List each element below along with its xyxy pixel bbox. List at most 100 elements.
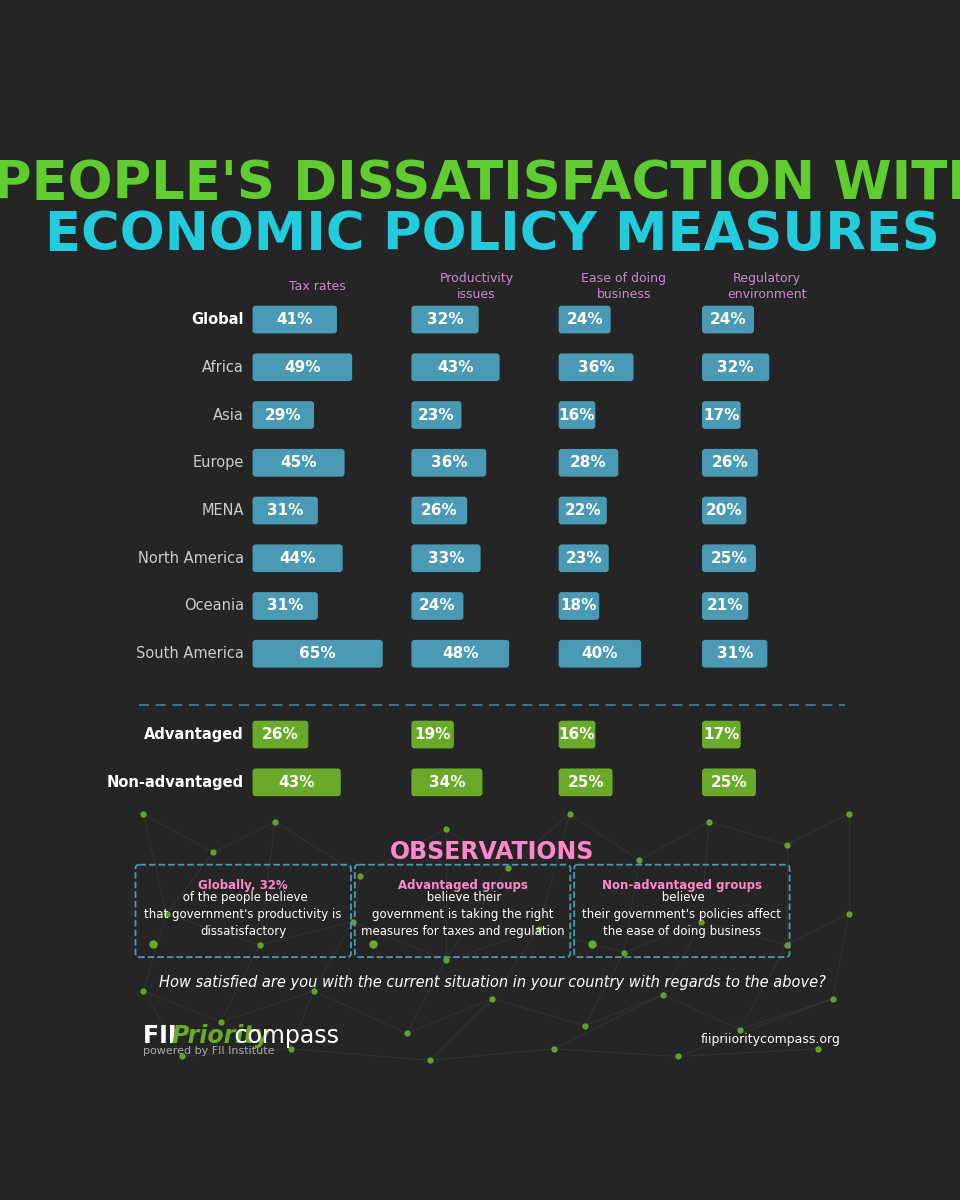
Text: 48%: 48% bbox=[442, 647, 478, 661]
Text: Asia: Asia bbox=[213, 408, 244, 422]
FancyBboxPatch shape bbox=[412, 354, 499, 382]
FancyBboxPatch shape bbox=[252, 449, 345, 476]
FancyBboxPatch shape bbox=[559, 354, 634, 382]
Text: 32%: 32% bbox=[426, 312, 464, 328]
Text: 24%: 24% bbox=[420, 599, 456, 613]
FancyBboxPatch shape bbox=[412, 592, 464, 620]
FancyBboxPatch shape bbox=[559, 497, 607, 524]
Text: 32%: 32% bbox=[717, 360, 754, 374]
Text: 31%: 31% bbox=[716, 647, 753, 661]
FancyBboxPatch shape bbox=[559, 306, 611, 334]
Text: 44%: 44% bbox=[279, 551, 316, 565]
Text: 16%: 16% bbox=[559, 727, 595, 742]
Text: MENA: MENA bbox=[202, 503, 244, 518]
FancyBboxPatch shape bbox=[702, 592, 748, 620]
FancyBboxPatch shape bbox=[702, 354, 769, 382]
Text: 17%: 17% bbox=[703, 408, 739, 422]
FancyBboxPatch shape bbox=[252, 768, 341, 796]
FancyBboxPatch shape bbox=[252, 306, 337, 334]
Text: 31%: 31% bbox=[267, 503, 303, 518]
Text: 16%: 16% bbox=[559, 408, 595, 422]
FancyBboxPatch shape bbox=[702, 721, 741, 749]
FancyBboxPatch shape bbox=[252, 497, 318, 524]
FancyBboxPatch shape bbox=[702, 768, 756, 796]
Text: 34%: 34% bbox=[429, 775, 466, 790]
Text: 31%: 31% bbox=[267, 599, 303, 613]
Text: 33%: 33% bbox=[428, 551, 465, 565]
Text: 24%: 24% bbox=[709, 312, 746, 328]
FancyBboxPatch shape bbox=[559, 721, 595, 749]
Text: 19%: 19% bbox=[415, 727, 451, 742]
Text: 45%: 45% bbox=[280, 455, 317, 470]
FancyBboxPatch shape bbox=[559, 545, 609, 572]
Text: Globally, 32%: Globally, 32% bbox=[199, 880, 288, 893]
Text: 17%: 17% bbox=[703, 727, 739, 742]
Text: 65%: 65% bbox=[300, 647, 336, 661]
FancyBboxPatch shape bbox=[702, 401, 741, 428]
Text: OBSERVATIONS: OBSERVATIONS bbox=[390, 840, 594, 864]
Text: Non-advantaged: Non-advantaged bbox=[107, 775, 244, 790]
Text: Ease of doing
business: Ease of doing business bbox=[581, 272, 666, 301]
Text: 18%: 18% bbox=[561, 599, 597, 613]
FancyBboxPatch shape bbox=[252, 354, 352, 382]
FancyBboxPatch shape bbox=[252, 721, 308, 749]
Text: 49%: 49% bbox=[284, 360, 321, 374]
Text: 21%: 21% bbox=[707, 599, 743, 613]
Text: 41%: 41% bbox=[276, 312, 313, 328]
FancyBboxPatch shape bbox=[252, 592, 318, 620]
FancyBboxPatch shape bbox=[559, 640, 641, 667]
FancyBboxPatch shape bbox=[412, 640, 509, 667]
Text: 26%: 26% bbox=[262, 727, 299, 742]
Text: 24%: 24% bbox=[566, 312, 603, 328]
Text: believe
their government's policies affect
the ease of doing business: believe their government's policies affe… bbox=[583, 890, 781, 938]
Text: Africa: Africa bbox=[203, 360, 244, 374]
Text: Productivity
issues: Productivity issues bbox=[440, 272, 514, 301]
Text: 25%: 25% bbox=[710, 775, 747, 790]
FancyBboxPatch shape bbox=[412, 768, 483, 796]
Text: 23%: 23% bbox=[419, 408, 455, 422]
FancyBboxPatch shape bbox=[412, 401, 462, 428]
Text: 43%: 43% bbox=[437, 360, 474, 374]
FancyBboxPatch shape bbox=[412, 449, 487, 476]
FancyBboxPatch shape bbox=[252, 640, 383, 667]
FancyBboxPatch shape bbox=[559, 449, 618, 476]
Text: FII: FII bbox=[143, 1024, 185, 1048]
FancyBboxPatch shape bbox=[412, 721, 454, 749]
Text: 40%: 40% bbox=[582, 647, 618, 661]
FancyBboxPatch shape bbox=[702, 545, 756, 572]
Text: 26%: 26% bbox=[420, 503, 458, 518]
Text: 26%: 26% bbox=[711, 455, 748, 470]
FancyBboxPatch shape bbox=[702, 640, 767, 667]
FancyBboxPatch shape bbox=[559, 592, 599, 620]
Text: 25%: 25% bbox=[567, 775, 604, 790]
Text: 22%: 22% bbox=[564, 503, 601, 518]
FancyBboxPatch shape bbox=[702, 497, 746, 524]
FancyBboxPatch shape bbox=[412, 497, 468, 524]
Text: South America: South America bbox=[136, 647, 244, 661]
Text: Tax rates: Tax rates bbox=[289, 280, 346, 293]
FancyBboxPatch shape bbox=[412, 545, 481, 572]
FancyBboxPatch shape bbox=[412, 306, 479, 334]
Text: Oceania: Oceania bbox=[184, 599, 244, 613]
FancyBboxPatch shape bbox=[559, 768, 612, 796]
Text: Non-advantaged groups: Non-advantaged groups bbox=[602, 880, 762, 893]
FancyBboxPatch shape bbox=[252, 545, 343, 572]
Text: Europe: Europe bbox=[193, 455, 244, 470]
Text: 36%: 36% bbox=[430, 455, 468, 470]
FancyBboxPatch shape bbox=[252, 401, 314, 428]
Text: 28%: 28% bbox=[570, 455, 607, 470]
Text: PEOPLE'S DISSATISFACTION WITH: PEOPLE'S DISSATISFACTION WITH bbox=[0, 158, 960, 210]
Text: 29%: 29% bbox=[265, 408, 301, 422]
Text: 43%: 43% bbox=[278, 775, 315, 790]
Text: Advantaged: Advantaged bbox=[144, 727, 244, 742]
Text: of the people believe
that government's productivity is
dissatisfactory: of the people believe that government's … bbox=[144, 890, 342, 938]
Text: 23%: 23% bbox=[565, 551, 602, 565]
Text: ECONOMIC POLICY MEASURES: ECONOMIC POLICY MEASURES bbox=[44, 209, 940, 260]
FancyBboxPatch shape bbox=[702, 449, 757, 476]
Text: fiipriioritycompass.org: fiipriioritycompass.org bbox=[701, 1033, 841, 1046]
Text: compass: compass bbox=[227, 1024, 339, 1048]
Text: North America: North America bbox=[138, 551, 244, 565]
Text: powered by FII Institute: powered by FII Institute bbox=[143, 1046, 275, 1056]
Text: Priority: Priority bbox=[171, 1024, 270, 1048]
Text: 36%: 36% bbox=[578, 360, 614, 374]
